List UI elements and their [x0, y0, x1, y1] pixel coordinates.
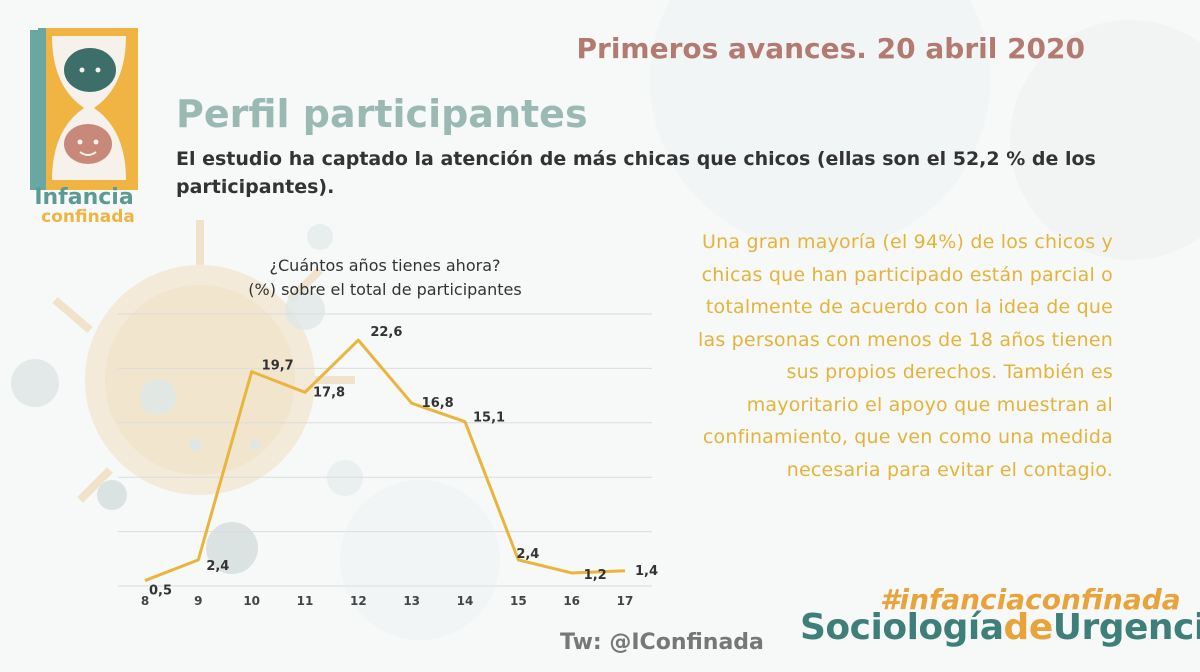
hashtag-text: #infanciaconfinada: [880, 583, 1181, 616]
x-tick-label: 14: [457, 594, 474, 608]
data-label: 2,4: [516, 547, 539, 562]
series-line: [144, 338, 626, 582]
x-tick-label: 17: [617, 594, 634, 608]
date-title: Primeros avances. 20 abril 2020: [576, 32, 1086, 65]
brand-part-2: de: [1003, 607, 1054, 648]
section-title: Perfil participantes: [176, 92, 588, 136]
data-label: 2,4: [206, 559, 229, 574]
x-tick-label: 13: [403, 594, 420, 608]
brand-part-3: Urgencia: [1052, 607, 1200, 648]
data-label: 22,6: [370, 325, 402, 340]
age-line-chart: 0,5 2,4 19,7 17,8 22,6 16,8 15,1 2,4 1,2 1,4 8 9 10 1…: [118, 313, 658, 608]
chart-subtitle: (%) sobre el total de participantes: [248, 280, 522, 299]
header-subtitle: El estudio ha captado la atención de más…: [176, 148, 1096, 198]
chart-title: ¿Cuántos años tienes ahora?: [269, 256, 501, 275]
x-tick-label: 8: [141, 594, 149, 608]
svg-text:Infancia: Infancia: [34, 185, 133, 210]
x-tick-label: 12: [350, 594, 367, 608]
side-paragraph: Una gran mayoría (el 94%) de los chicos …: [698, 231, 1113, 481]
data-label: 17,8: [313, 385, 345, 400]
data-label: 15,1: [473, 411, 505, 426]
svg-text:confinada: confinada: [41, 207, 135, 226]
x-tick-label: 9: [194, 594, 202, 608]
data-label: 1,2: [584, 568, 607, 583]
x-tick-label: 16: [563, 594, 580, 608]
x-tick-label: 10: [243, 594, 260, 608]
data-label: 1,4: [635, 564, 658, 579]
brand-part-1: Sociología: [800, 607, 1004, 648]
x-tick-label: 11: [297, 594, 314, 608]
chart-title-block: ¿Cuántos años tienes ahora? (%) sobre el…: [200, 254, 570, 302]
data-label: 0,5: [149, 584, 172, 599]
twitter-handle: Tw: @IConfinada: [560, 630, 764, 655]
x-tick-label: 15: [510, 594, 527, 608]
brand-logo-text: SociologíadeUrgencia: [800, 607, 1200, 648]
data-label: 16,8: [422, 396, 454, 411]
infancia-confinada-logo: Infancia confinada: [30, 28, 138, 226]
data-label: 19,7: [262, 359, 294, 374]
